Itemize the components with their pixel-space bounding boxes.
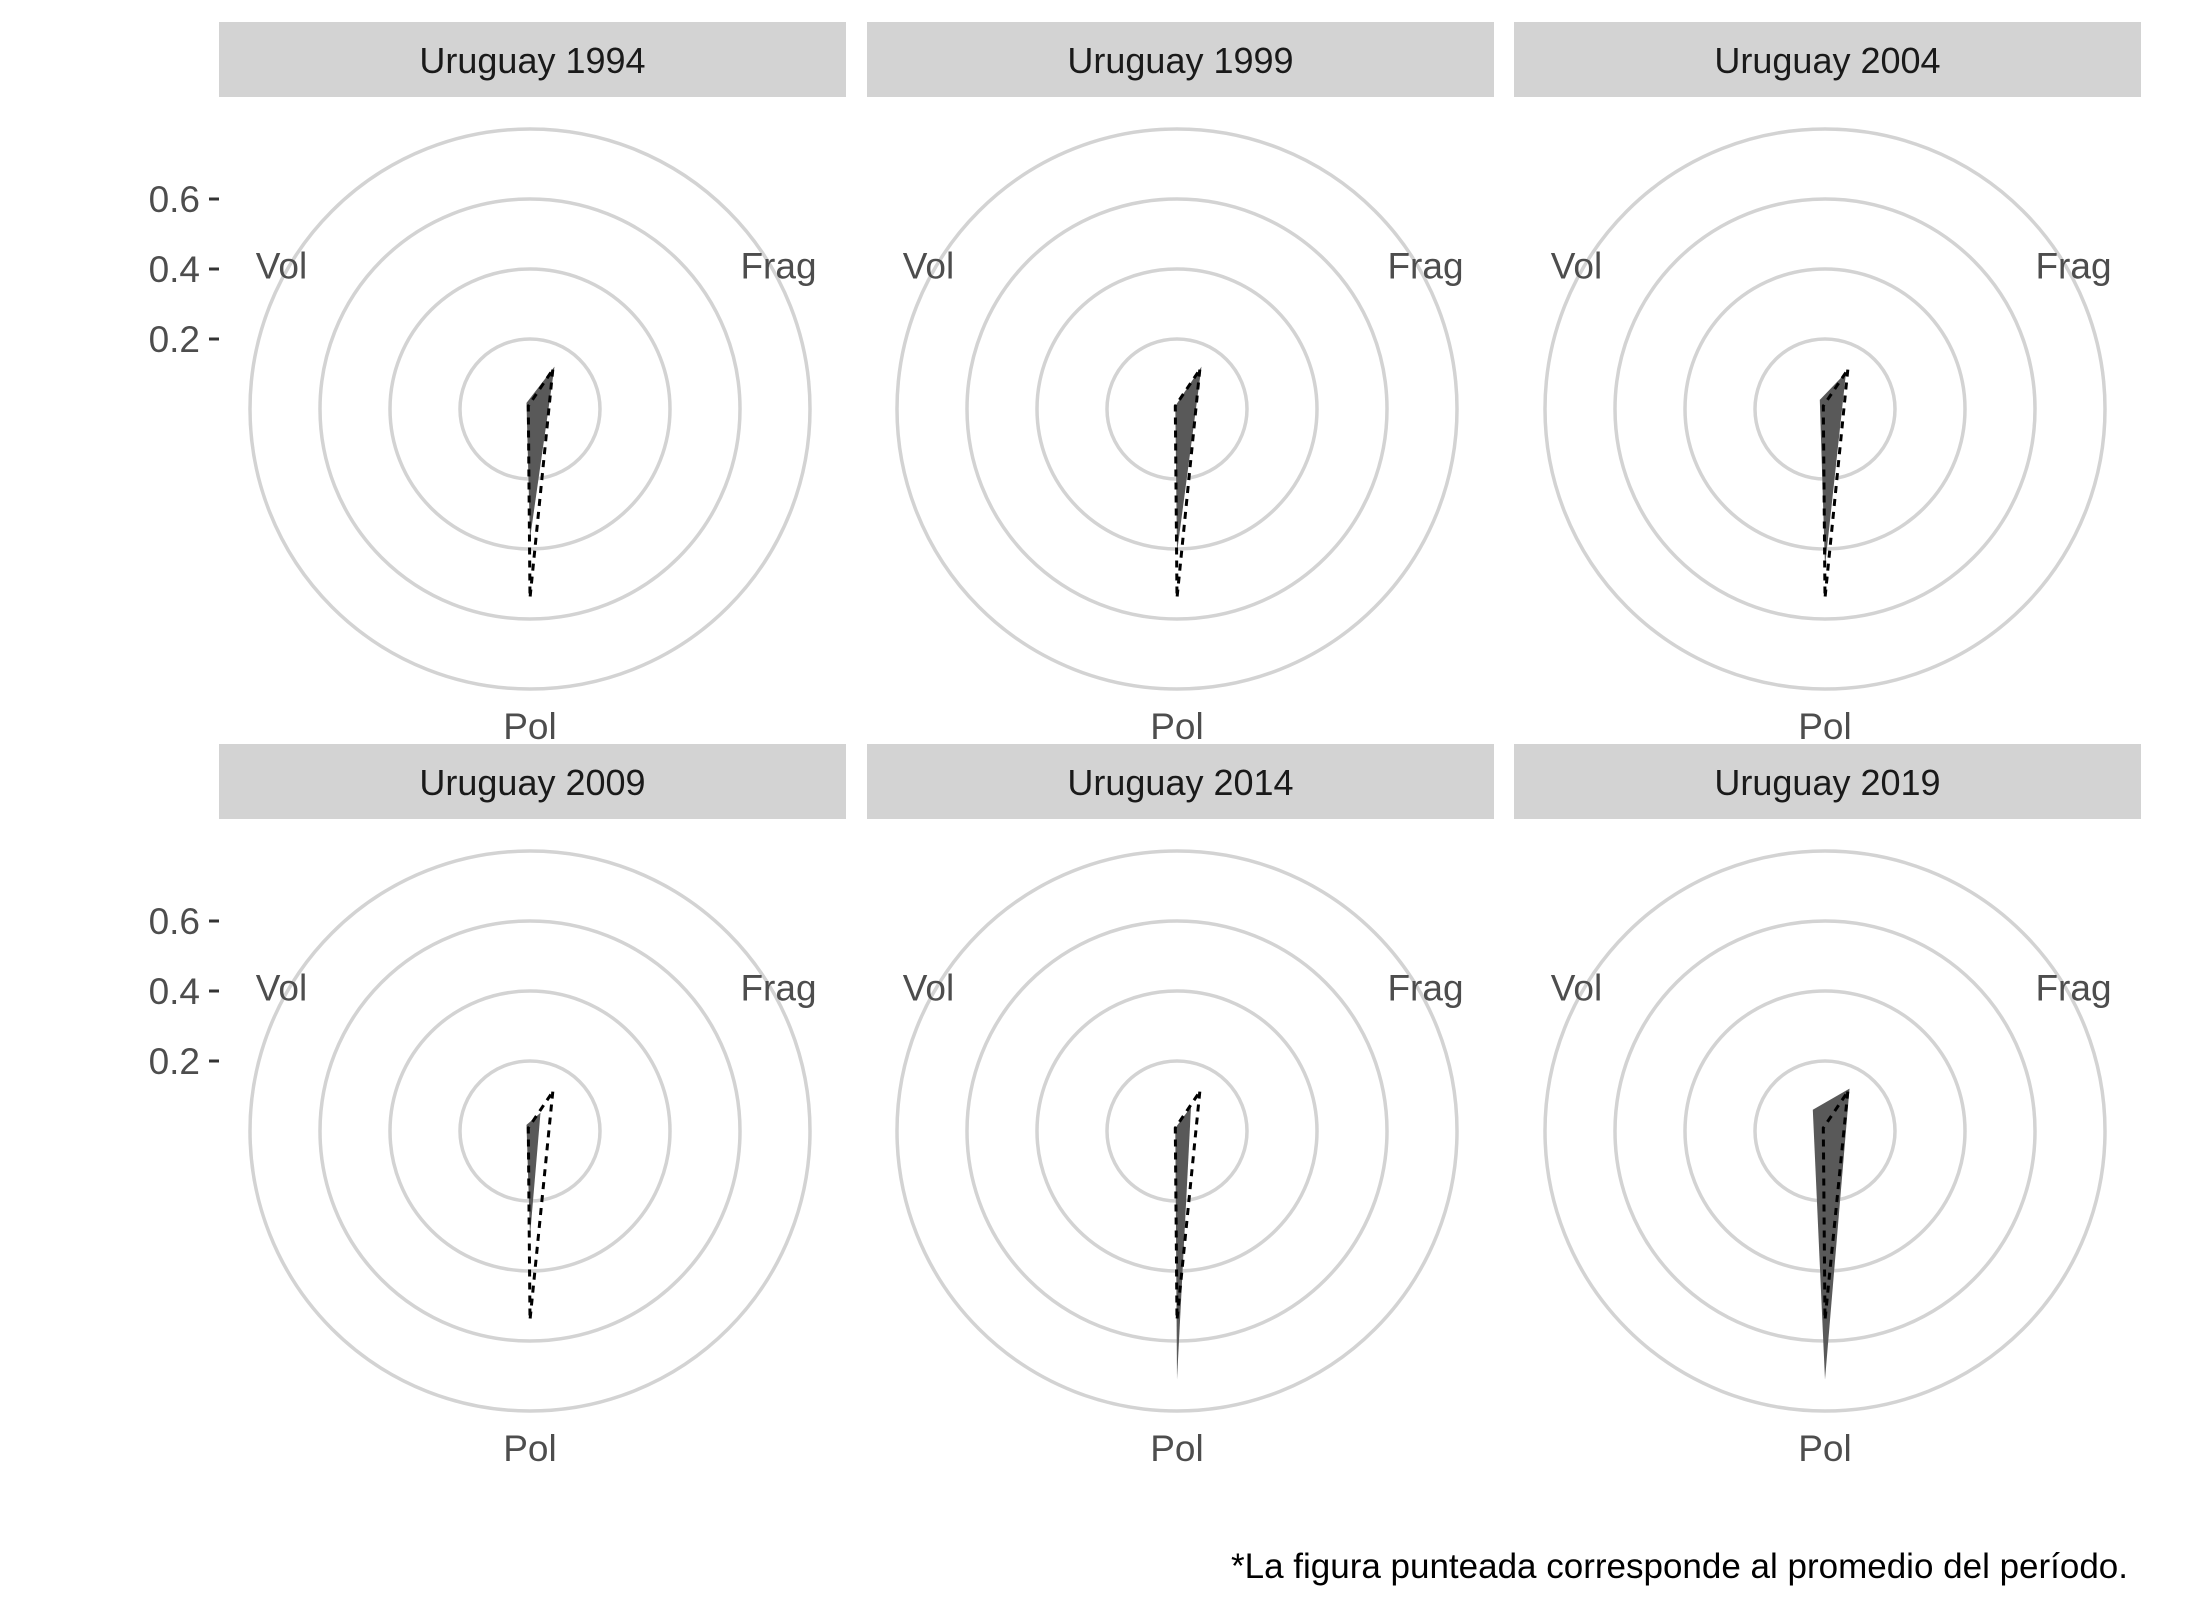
panel-title: Uruguay 2009 [419, 762, 645, 803]
axis-label-frag: Frag [2035, 246, 2111, 287]
axis-label-frag: Frag [740, 246, 816, 287]
axis-label-frag: Frag [1387, 246, 1463, 287]
axis-label-frag: Frag [2035, 968, 2111, 1009]
r-tick-label: 0.2 [149, 319, 200, 360]
grid-circle [895, 127, 1459, 691]
panel-title: Uruguay 2019 [1714, 762, 1940, 803]
panel-uruguay-2014: Uruguay 2014 Frag Pol Vol [867, 744, 1494, 1469]
r-tick-label: 0.6 [149, 901, 200, 942]
axis-label-vol: Vol [903, 246, 954, 287]
axis-label-pol: Pol [503, 1428, 556, 1469]
grid-circle [965, 197, 1389, 621]
panel-strip [219, 22, 846, 97]
axis-label-vol: Vol [1551, 968, 1602, 1009]
average-polygon [1173, 1090, 1202, 1321]
grid-circle [318, 197, 742, 621]
r-tick-label: 0.4 [149, 249, 200, 290]
panel-title: Uruguay 1994 [419, 40, 645, 81]
panel-strip [1514, 744, 2141, 819]
panel-title: Uruguay 2004 [1714, 40, 1940, 81]
average-polygon [1173, 368, 1202, 599]
panel-uruguay-2004: Uruguay 2004 Frag Pol Vol [1514, 22, 2141, 747]
panel-strip [219, 744, 846, 819]
axis-label-vol: Vol [1551, 246, 1602, 287]
grid-circle [895, 849, 1459, 1413]
grid-circle [248, 127, 812, 691]
grid-circle [1543, 849, 2107, 1413]
panel-strip [1514, 22, 2141, 97]
panel-uruguay-2019: Uruguay 2019 Frag Pol Vol [1514, 744, 2141, 1469]
axis-label-frag: Frag [740, 968, 816, 1009]
panel-uruguay-2009: Uruguay 2009 Frag Pol Vol 0.2 0.4 0.6 [149, 744, 846, 1469]
panel-uruguay-1994: Uruguay 1994 Frag Pol Vol 0.2 0.4 0.6 [149, 22, 846, 747]
average-polygon [526, 1090, 555, 1321]
data-polygon [1175, 1106, 1191, 1380]
axis-label-pol: Pol [1150, 1428, 1203, 1469]
data-polygon [1819, 372, 1846, 567]
panel-strip [867, 22, 1494, 97]
panel-title: Uruguay 1999 [1067, 40, 1293, 81]
average-polygon [1821, 1090, 1850, 1321]
data-polygon [1175, 366, 1202, 553]
grid-circle [1613, 197, 2037, 621]
panel-uruguay-1999: Uruguay 1999 Frag Pol Vol [867, 22, 1494, 747]
panel-title: Uruguay 2014 [1067, 762, 1293, 803]
axis-label-vol: Vol [903, 968, 954, 1009]
r-tick-label: 0.2 [149, 1041, 200, 1082]
axis-label-pol: Pol [1150, 706, 1203, 747]
r-tick-label: 0.6 [149, 179, 200, 220]
axis-label-pol: Pol [1798, 1428, 1851, 1469]
axis-label-pol: Pol [1798, 706, 1851, 747]
average-polygon [1821, 368, 1850, 599]
r-tick-label: 0.4 [149, 971, 200, 1012]
figure-caption: *La figura punteada corresponde al prome… [1231, 1547, 2128, 1586]
axis-label-frag: Frag [1387, 968, 1463, 1009]
grid-circle [248, 849, 812, 1413]
axis-label-vol: Vol [256, 246, 307, 287]
grid-circle [318, 919, 742, 1343]
average-polygon [526, 368, 555, 599]
panel-strip [867, 744, 1494, 819]
axis-label-pol: Pol [503, 706, 556, 747]
axis-label-vol: Vol [256, 968, 307, 1009]
grid-circle [1543, 127, 2107, 691]
